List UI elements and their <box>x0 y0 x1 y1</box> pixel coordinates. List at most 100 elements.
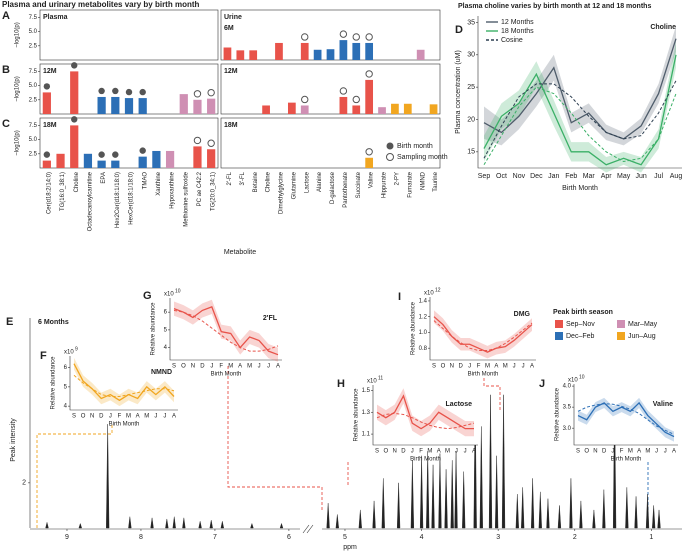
legend-title: Peak birth season <box>553 309 613 316</box>
peak <box>579 500 583 529</box>
birth-marker <box>43 83 51 90</box>
bar <box>223 47 232 60</box>
x-tick-label: M <box>247 364 252 370</box>
bar <box>313 49 322 60</box>
x-tick-label: F <box>219 364 223 370</box>
peak <box>592 509 596 529</box>
peak <box>381 478 385 529</box>
x-tick-label: J <box>655 449 658 455</box>
x-tick-label: S <box>375 449 379 455</box>
row-name: 12M <box>224 68 238 75</box>
y-tick-label: 1.1 <box>362 432 371 438</box>
x-tick-label: J <box>464 449 467 455</box>
sampling-marker <box>339 87 348 95</box>
plot-background <box>478 16 682 168</box>
panel-letter: A <box>2 10 10 22</box>
scale-label: x10 <box>568 378 578 384</box>
legend-label: Cosine <box>501 37 523 44</box>
x-tick-label: A <box>530 364 534 370</box>
bar <box>179 94 188 114</box>
y-axis-label: Relative abundance <box>555 387 561 441</box>
peak <box>279 522 284 529</box>
x-tick-label: 3 <box>496 534 500 541</box>
bar <box>207 149 216 168</box>
fit-line <box>483 80 677 159</box>
x-tick-label: Mar <box>583 173 596 180</box>
scale-label: x10 <box>164 292 174 298</box>
x-tick-label: M <box>427 449 432 455</box>
fit-line <box>577 403 675 435</box>
legend-label: Sep–Nov <box>566 321 595 328</box>
x-tick-label: Lactose <box>304 171 310 193</box>
x-tick-label: Hex2Cer(d18:1/18:0) <box>115 172 121 228</box>
peak <box>515 494 519 529</box>
panel-letter: H <box>337 378 345 390</box>
y-axis-label: Plasma concentration (uM) <box>455 50 462 134</box>
plot-background <box>574 384 678 445</box>
x-tick-label: D <box>459 364 464 370</box>
y-tick-label: 4 <box>64 404 68 410</box>
peak <box>396 482 401 529</box>
peak <box>150 517 154 529</box>
x-tick-label: 4 <box>420 534 424 541</box>
x-tick-label: Taurine <box>433 171 439 191</box>
peak <box>557 505 562 529</box>
bar <box>262 105 270 114</box>
bar <box>111 96 120 114</box>
fit-line <box>483 86 677 166</box>
x-tick-label: Succinate <box>356 171 362 198</box>
peak <box>209 520 213 529</box>
row-name: 18M <box>43 122 57 129</box>
x-tick-label: A <box>136 414 140 420</box>
legend-label: Dec–Feb <box>566 333 595 340</box>
bar <box>56 153 65 168</box>
x-tick-label: O <box>383 449 388 455</box>
bar <box>391 103 399 114</box>
y-tick-label: 2.5 <box>29 151 38 157</box>
x-tick-label: Nov <box>513 173 526 180</box>
y-tick-label: 1.5 <box>362 388 371 394</box>
x-tick-label: J <box>154 414 157 420</box>
x-tick-label: Pantothenate <box>343 171 349 207</box>
data-line <box>483 54 677 166</box>
x-axis-label: Birth Month <box>211 372 242 378</box>
data-line <box>173 306 279 356</box>
panel-letter: C <box>2 118 10 130</box>
bar <box>138 98 147 114</box>
x-axis-label: Birth Month <box>611 457 642 463</box>
x-tick-label: J <box>411 449 414 455</box>
y-tick-label: 5 <box>64 384 68 390</box>
legend-swatch <box>555 332 563 340</box>
bar <box>111 160 120 168</box>
y-axis-label: −log10(p) <box>15 130 21 156</box>
peak <box>450 460 454 529</box>
plot-background <box>70 356 178 410</box>
peak <box>488 394 493 529</box>
x-tick-label: M <box>144 414 149 420</box>
confidence-band <box>74 357 174 407</box>
x-tick-label: N <box>90 414 94 420</box>
bar <box>365 79 374 114</box>
birth-marker <box>125 88 133 96</box>
bar <box>300 105 309 114</box>
x-tick-label: J <box>455 449 458 455</box>
x-tick-label: 2 <box>573 534 577 541</box>
peak <box>444 469 448 529</box>
x-tick-label: TG(16:0_38:1) <box>60 172 66 211</box>
bar <box>193 99 202 114</box>
peak <box>531 478 535 529</box>
birth-marker <box>112 151 119 158</box>
scale-label: x10 <box>64 350 74 356</box>
x-tick-label: F <box>477 364 481 370</box>
sampling-marker <box>207 88 215 97</box>
x-tick-label: A <box>437 449 441 455</box>
y-tick-label: 20 <box>467 116 475 123</box>
x-tick-label: Dimethylglycine <box>279 171 285 214</box>
sampling-marker <box>365 33 373 41</box>
x-tick-label: J <box>468 364 471 370</box>
x-tick-label: M <box>628 449 633 455</box>
x-tick-label: J <box>611 449 614 455</box>
y-tick-label: 1.3 <box>362 410 371 416</box>
bar <box>236 50 245 60</box>
inset-title: 2'FL <box>263 315 278 322</box>
